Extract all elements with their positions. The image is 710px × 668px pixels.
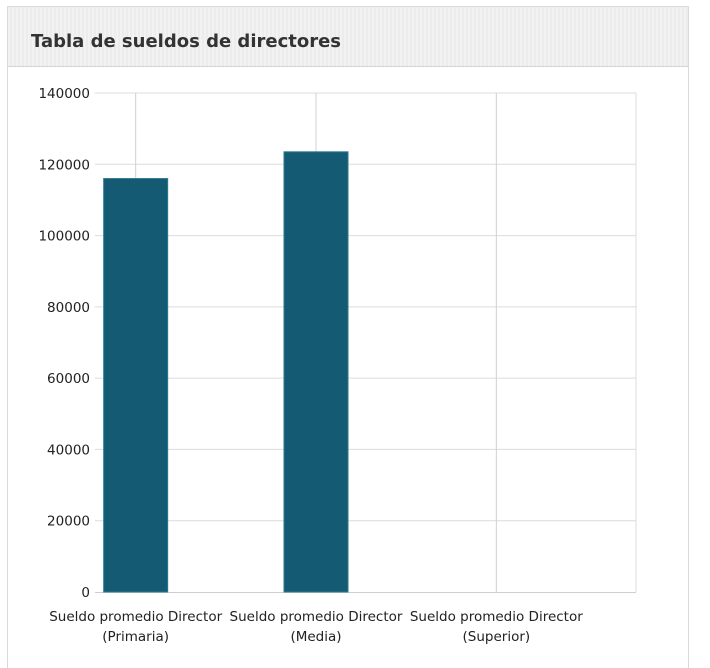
y-tick-label: 140000 xyxy=(38,86,90,102)
y-tick-label: 60000 xyxy=(47,371,90,387)
bar xyxy=(283,151,349,593)
x-category-label: Sueldo promedio Director (Primaria) xyxy=(49,609,222,645)
bars xyxy=(103,151,349,593)
y-axis-ticks: 0 20000 40000 60000 80000 100000 120000 140000 xyxy=(38,86,90,601)
y-tick-label: 20000 xyxy=(47,514,90,530)
x-category-label: Sueldo promedio Director (Superior) xyxy=(410,609,583,645)
panel-title: Tabla de sueldos de directores xyxy=(31,31,342,52)
x-category-label: Sueldo promedio Director (Media) xyxy=(230,609,403,645)
panel-header: Tabla de sueldos de directores xyxy=(8,7,688,67)
x-axis-categories: Sueldo promedio Director (Primaria)Sueldo… xyxy=(49,609,583,645)
y-tick-label: 80000 xyxy=(47,300,90,316)
y-tick-label: 40000 xyxy=(47,442,90,458)
bar xyxy=(103,178,169,593)
y-tick-label: 0 xyxy=(81,585,90,601)
y-tick-label: 100000 xyxy=(38,229,90,245)
y-tick-label: 120000 xyxy=(38,157,90,173)
gridlines xyxy=(95,92,637,593)
